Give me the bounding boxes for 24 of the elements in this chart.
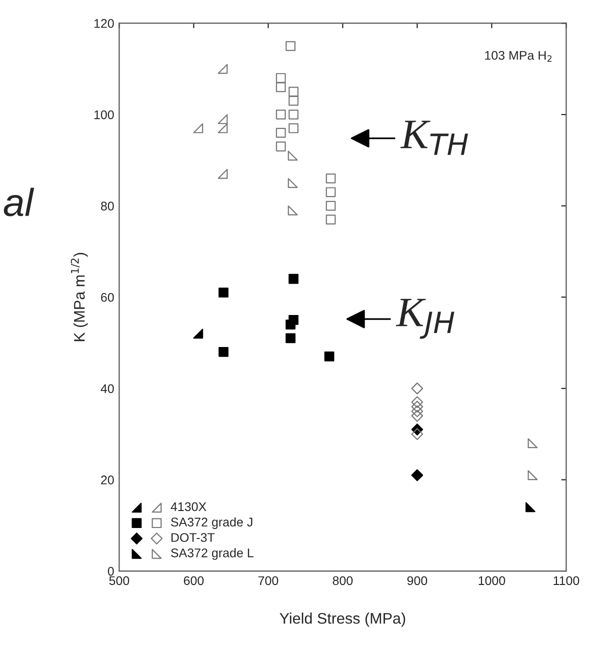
y-tick-label: 40 bbox=[100, 384, 114, 394]
legend-label: 4130X bbox=[170, 502, 206, 512]
legend-label: SA372 grade J bbox=[171, 517, 252, 529]
annotation: K$_{JH}$ bbox=[396, 298, 454, 339]
y-tick-label: 80 bbox=[100, 202, 114, 210]
x-tick-label: 500 bbox=[109, 576, 130, 586]
y-axis-title: K (MPa m$^{1/2}$) bbox=[70, 252, 88, 342]
x-tick-label: 600 bbox=[184, 576, 204, 586]
x-tick-label: 1100 bbox=[554, 576, 580, 586]
x-tick-label: 700 bbox=[258, 576, 278, 586]
annotation: 103 MPa H$_{2}$ bbox=[485, 50, 552, 62]
y-tick-label: 0 bbox=[108, 566, 114, 576]
x-tick-label: 1000 bbox=[478, 576, 506, 586]
legend-label: DOT-3T bbox=[171, 533, 215, 542]
x-axis-title: Yield Stress (MPa) bbox=[280, 612, 406, 627]
y-tick-label: 100 bbox=[94, 110, 114, 120]
y-tick-label: 120 bbox=[94, 19, 114, 28]
x-tick-label: 800 bbox=[332, 576, 353, 586]
y-tick-label: 20 bbox=[101, 476, 114, 484]
legend-label: SA372 grade L bbox=[171, 548, 254, 560]
y-tick-label: 60 bbox=[101, 292, 114, 302]
annotation: K$_{TH}$ bbox=[400, 120, 468, 155]
x-tick-label: 900 bbox=[407, 576, 428, 586]
text: al bbox=[4, 188, 34, 216]
